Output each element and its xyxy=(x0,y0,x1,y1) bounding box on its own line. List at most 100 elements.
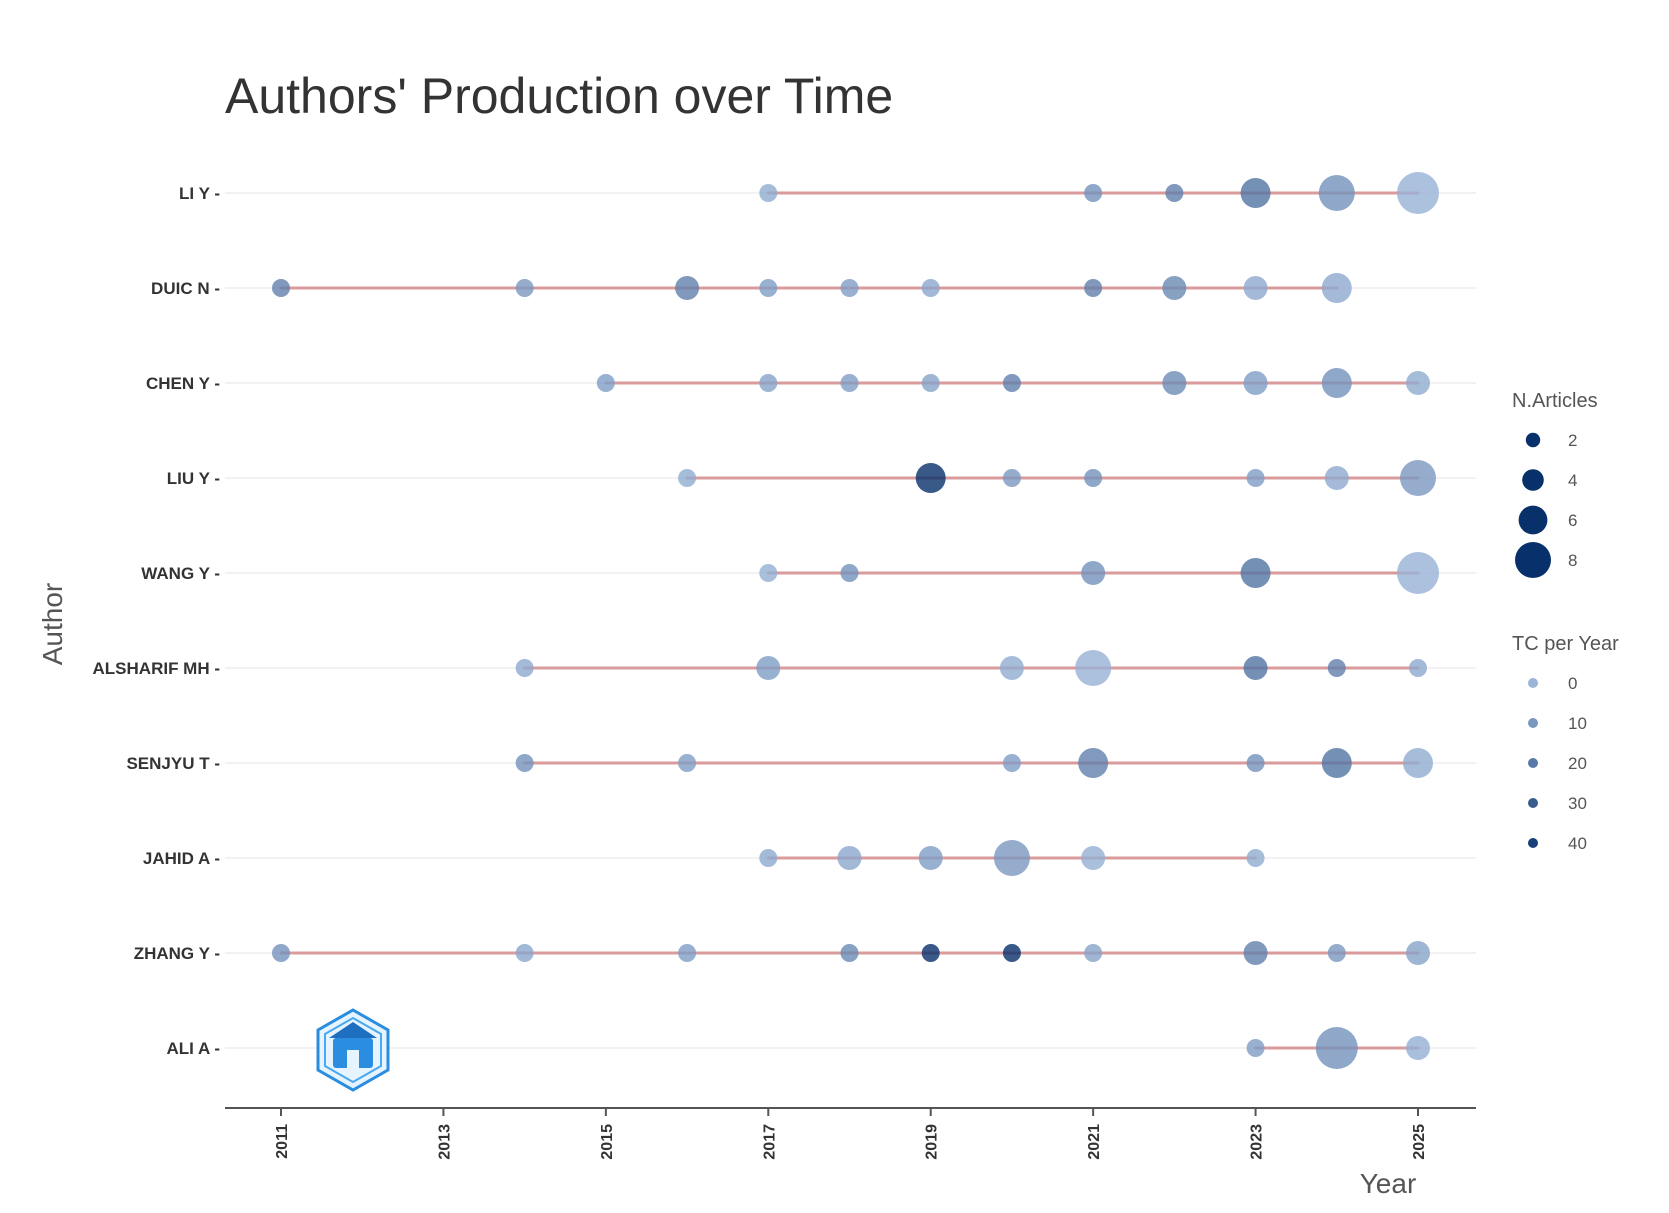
point-liu-y-2021 xyxy=(1084,469,1103,487)
point-duic-n-2017 xyxy=(759,279,778,297)
legend-size: 2 4 6 8 xyxy=(1515,431,1577,578)
point-chen-y-2017 xyxy=(759,374,778,392)
point-alsharif-mh-2024 xyxy=(1327,659,1346,677)
chart-title: Authors' Production over Time xyxy=(225,68,893,124)
point-duic-n-2021 xyxy=(1084,279,1103,297)
x-tick-label-2019: 2019 xyxy=(924,1124,941,1160)
point-senjyu-t-2016 xyxy=(678,754,697,772)
point-zhang-y-2024 xyxy=(1327,944,1346,962)
x-tick-label-2015: 2015 xyxy=(599,1124,616,1160)
author-label-jahid-a: JAHID A - xyxy=(143,849,220,868)
point-zhang-y-2011 xyxy=(272,944,290,962)
author-label-chen-y: CHEN Y - xyxy=(146,374,220,393)
x-tick-label-2011: 2011 xyxy=(274,1124,291,1159)
author-label-alsharif-mh: ALSHARIF MH - xyxy=(93,659,220,678)
point-senjyu-t-2024 xyxy=(1321,748,1352,778)
point-li-y-2025 xyxy=(1397,172,1439,214)
point-wang-y-2021 xyxy=(1081,561,1106,585)
legend-color: 0 10 20 30 40 xyxy=(1528,674,1587,853)
x-tick-label-2013: 2013 xyxy=(436,1124,453,1160)
point-duic-n-2023 xyxy=(1243,276,1268,300)
point-li-y-2017 xyxy=(759,184,778,202)
point-zhang-y-2020 xyxy=(1002,944,1021,962)
production-points xyxy=(272,172,1439,1069)
point-zhang-y-2016 xyxy=(678,944,697,962)
point-chen-y-2022 xyxy=(1162,371,1187,395)
point-chen-y-2018 xyxy=(840,374,859,392)
point-chen-y-2015 xyxy=(596,374,615,392)
point-alsharif-mh-2017 xyxy=(756,656,781,680)
point-duic-n-2011 xyxy=(272,279,290,297)
author-label-liu-y: LIU Y - xyxy=(167,469,220,488)
author-label-zhang-y: ZHANG Y - xyxy=(134,944,220,963)
author-label-senjyu-t: SENJYU T - xyxy=(126,754,220,773)
legend-color-label-20: 20 xyxy=(1568,754,1587,773)
x-ticks: 2011 2013 2015 2017 2019 2021 2023 2025 xyxy=(274,1108,1428,1160)
legend-color-label-10: 10 xyxy=(1568,714,1587,733)
point-jahid-a-2018 xyxy=(837,846,862,870)
legend-size-label-6: 6 xyxy=(1568,511,1577,530)
point-liu-y-2019 xyxy=(915,463,946,493)
point-chen-y-2020 xyxy=(1002,374,1021,392)
point-zhang-y-2023 xyxy=(1243,941,1268,965)
legend-color-label-0: 0 xyxy=(1568,674,1577,693)
point-zhang-y-2021 xyxy=(1084,944,1103,962)
point-li-y-2024 xyxy=(1318,175,1355,211)
legend-color-marker-30 xyxy=(1528,798,1538,808)
point-li-y-2022 xyxy=(1165,184,1184,202)
point-duic-n-2016 xyxy=(675,276,700,300)
point-chen-y-2024 xyxy=(1321,368,1352,398)
grid-lines xyxy=(225,192,1476,1049)
author-label-ali-a: ALI A - xyxy=(166,1039,220,1058)
point-zhang-y-2025 xyxy=(1406,941,1430,965)
point-wang-y-2025 xyxy=(1397,552,1439,594)
legend-size-label-4: 4 xyxy=(1568,471,1577,490)
point-zhang-y-2018 xyxy=(840,944,859,962)
legend-size-label-8: 8 xyxy=(1568,551,1577,570)
legend-color-marker-20 xyxy=(1528,758,1538,768)
legend-size-marker-6 xyxy=(1518,505,1548,535)
point-jahid-a-2020 xyxy=(993,840,1030,876)
point-duic-n-2014 xyxy=(515,279,534,297)
point-liu-y-2025 xyxy=(1400,460,1436,496)
point-jahid-a-2021 xyxy=(1081,846,1106,870)
author-label-wang-y: WANG Y - xyxy=(141,564,220,583)
legend-size-marker-2 xyxy=(1525,432,1541,448)
point-senjyu-t-2025 xyxy=(1403,748,1433,778)
point-alsharif-mh-2014 xyxy=(515,659,534,677)
point-senjyu-t-2014 xyxy=(515,754,534,772)
point-chen-y-2023 xyxy=(1243,371,1268,395)
x-tick-label-2021: 2021 xyxy=(1086,1124,1103,1160)
legend-color-marker-0 xyxy=(1528,678,1538,688)
point-wang-y-2023 xyxy=(1240,558,1271,588)
point-wang-y-2017 xyxy=(759,564,778,582)
legend-color-label-30: 30 xyxy=(1568,794,1587,813)
legend-color-label-40: 40 xyxy=(1568,834,1587,853)
legend-color-marker-40 xyxy=(1528,838,1538,848)
point-duic-n-2019 xyxy=(921,279,940,297)
x-tick-label-2017: 2017 xyxy=(761,1124,778,1160)
point-liu-y-2024 xyxy=(1324,466,1349,490)
point-alsharif-mh-2020 xyxy=(999,656,1024,680)
point-duic-n-2022 xyxy=(1162,276,1187,300)
point-ali-a-2023 xyxy=(1246,1039,1265,1057)
legend-size-label-2: 2 xyxy=(1568,431,1577,450)
point-duic-n-2024 xyxy=(1321,273,1352,303)
point-alsharif-mh-2021 xyxy=(1075,650,1112,686)
point-senjyu-t-2020 xyxy=(1002,754,1021,772)
point-zhang-y-2019 xyxy=(921,944,940,962)
point-liu-y-2023 xyxy=(1246,469,1265,487)
author-timelines xyxy=(279,191,1420,1050)
legend-size-marker-8 xyxy=(1515,542,1551,578)
author-label-duic-n: DUIC N - xyxy=(151,279,220,298)
legend-size-title: N.Articles xyxy=(1512,390,1598,412)
x-tick-label-2023: 2023 xyxy=(1249,1124,1266,1160)
point-jahid-a-2023 xyxy=(1246,849,1265,867)
point-senjyu-t-2021 xyxy=(1078,748,1109,778)
watermark-logo-icon xyxy=(316,1008,390,1092)
legend-size-marker-4 xyxy=(1522,469,1544,491)
point-duic-n-2018 xyxy=(840,279,859,297)
point-senjyu-t-2023 xyxy=(1246,754,1265,772)
point-liu-y-2020 xyxy=(1002,469,1021,487)
